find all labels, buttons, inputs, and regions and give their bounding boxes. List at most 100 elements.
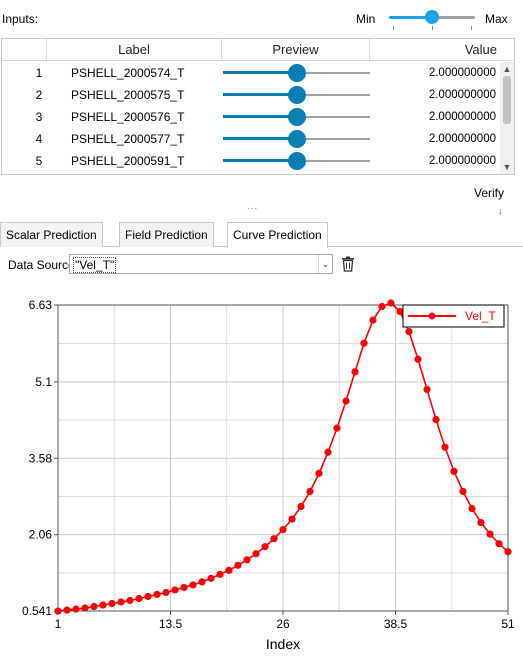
row-preview-slider[interactable] bbox=[223, 62, 370, 84]
x-tick-label: 26 bbox=[276, 617, 290, 631]
y-tick-label: 0.541 bbox=[22, 604, 52, 618]
column-header-preview[interactable]: Preview bbox=[222, 39, 370, 61]
data-point bbox=[162, 588, 170, 597]
verify-label[interactable]: Verify bbox=[474, 186, 505, 200]
slider-fill bbox=[223, 137, 297, 140]
data-point bbox=[315, 469, 323, 477]
slider-track bbox=[432, 16, 475, 19]
data-point bbox=[405, 328, 413, 336]
slider-track bbox=[296, 160, 370, 162]
row-value[interactable]: 2.000000000 bbox=[428, 89, 496, 101]
table-row[interactable]: 4 PSHELL_2000577_T 2.000000000 bbox=[2, 128, 500, 150]
slider-thumb[interactable] bbox=[287, 152, 306, 170]
row-label: PSHELL_2000575_T bbox=[71, 88, 185, 102]
scroll-down-icon[interactable]: ▼ bbox=[502, 162, 512, 172]
row-preview-slider[interactable] bbox=[223, 128, 370, 150]
chart-grid bbox=[57, 304, 509, 612]
max-label: Max bbox=[485, 12, 508, 26]
chart-legend[interactable]: Vel_T bbox=[402, 304, 505, 328]
min-max-slider[interactable] bbox=[389, 7, 475, 33]
data-source-label: Data Source: bbox=[8, 258, 79, 272]
trash-icon[interactable] bbox=[341, 256, 355, 272]
min-label: Min bbox=[356, 12, 376, 26]
data-point bbox=[477, 519, 485, 527]
data-point bbox=[432, 415, 440, 424]
inputs-title: Inputs: bbox=[2, 12, 39, 26]
data-point bbox=[495, 540, 503, 548]
inputs-header: Inputs: Min Max bbox=[0, 0, 523, 36]
data-point bbox=[135, 594, 143, 603]
data-point bbox=[63, 606, 71, 614]
row-value[interactable]: 2.000000000 bbox=[428, 111, 496, 123]
column-header-index[interactable] bbox=[2, 39, 47, 61]
row-value[interactable]: 2.000000000 bbox=[428, 155, 496, 167]
data-point bbox=[126, 596, 134, 605]
x-axis-title: Index bbox=[266, 636, 300, 652]
tab-field-prediction[interactable]: Field Prediction bbox=[119, 222, 214, 247]
data-point bbox=[171, 586, 179, 594]
data-point bbox=[450, 467, 458, 475]
table-row[interactable]: 1 PSHELL_2000574_T 2.000000000 bbox=[2, 62, 500, 84]
row-label: PSHELL_2000591_T bbox=[71, 154, 185, 168]
data-source-value: "Vel_T" bbox=[73, 257, 117, 273]
data-point bbox=[153, 590, 161, 599]
data-point bbox=[144, 592, 152, 601]
table-scrollbar[interactable]: ▲ ▼ bbox=[500, 62, 514, 174]
table-body: 1 PSHELL_2000574_T 2.000000000 2 PSHELL_2000… bbox=[2, 62, 500, 172]
row-index: 1 bbox=[35, 66, 43, 80]
table-row[interactable]: 5 PSHELL_2000591_T 2.000000000 bbox=[2, 150, 500, 172]
data-point bbox=[243, 556, 251, 564]
slider-thumb[interactable] bbox=[287, 64, 306, 82]
data-point bbox=[117, 598, 125, 606]
row-preview-slider[interactable] bbox=[223, 84, 370, 106]
data-point bbox=[234, 561, 242, 569]
data-point bbox=[270, 535, 278, 543]
row-preview-slider[interactable] bbox=[223, 106, 370, 128]
expand-chevron-icon[interactable]: ↓ bbox=[498, 206, 503, 216]
data-point bbox=[108, 599, 116, 608]
tab-scalar-prediction[interactable]: Scalar Prediction bbox=[0, 222, 103, 247]
data-point bbox=[198, 578, 206, 586]
chevron-down-icon[interactable]: ⌄ bbox=[318, 255, 332, 273]
x-tick-label: 1 bbox=[55, 617, 62, 631]
data-point bbox=[279, 526, 287, 534]
data-point bbox=[225, 566, 233, 574]
y-tick-label: 5.1 bbox=[35, 375, 52, 389]
data-source-select[interactable]: "Vel_T" ⌄ bbox=[69, 254, 333, 274]
scroll-up-icon[interactable]: ▲ bbox=[502, 64, 512, 74]
row-value[interactable]: 2.000000000 bbox=[428, 67, 496, 79]
inputs-table: Label Preview Value 1 PSHELL_2000574_T 2.0… bbox=[1, 38, 515, 175]
slider-thumb[interactable] bbox=[425, 10, 439, 24]
y-tick-label: 2.06 bbox=[29, 528, 53, 542]
data-point bbox=[189, 581, 197, 589]
column-header-value[interactable]: Value bbox=[464, 42, 497, 57]
row-preview-slider[interactable] bbox=[223, 150, 370, 172]
slider-thumb[interactable] bbox=[287, 130, 306, 148]
row-value[interactable]: 2.000000000 bbox=[428, 133, 496, 145]
x-tick-label: 51 bbox=[501, 617, 515, 631]
scrollbar-thumb[interactable] bbox=[503, 76, 511, 124]
tab-curve-prediction[interactable]: Curve Prediction bbox=[227, 222, 328, 248]
legend-marker bbox=[428, 312, 436, 320]
data-point bbox=[324, 448, 332, 456]
curve-chart: 0.541 2.06 3.58 5.1 6.63 1 13.5 26 38.5 51 Vel_T… bbox=[22, 298, 515, 652]
data-point bbox=[414, 355, 422, 363]
legend-label: Vel_T bbox=[465, 309, 496, 323]
table-row[interactable]: 3 PSHELL_2000576_T 2.000000000 bbox=[2, 106, 500, 128]
data-point bbox=[333, 424, 341, 432]
data-point bbox=[369, 316, 377, 324]
data-point bbox=[252, 550, 260, 558]
row-index: 3 bbox=[35, 110, 43, 124]
prediction-tabs: Scalar Prediction Field Prediction Curve… bbox=[0, 222, 523, 248]
data-point bbox=[297, 502, 305, 511]
column-header-label[interactable]: Label bbox=[47, 39, 222, 61]
x-tick-label: 13.5 bbox=[159, 617, 183, 631]
row-index: 5 bbox=[35, 154, 43, 168]
slider-thumb[interactable] bbox=[287, 108, 306, 126]
data-point bbox=[72, 605, 80, 613]
data-point bbox=[459, 487, 467, 496]
slider-thumb[interactable] bbox=[287, 86, 306, 104]
splitter-handle[interactable]: ... bbox=[247, 201, 259, 212]
table-row[interactable]: 2 PSHELL_2000575_T 2.000000000 bbox=[2, 84, 500, 106]
data-point bbox=[288, 515, 296, 523]
